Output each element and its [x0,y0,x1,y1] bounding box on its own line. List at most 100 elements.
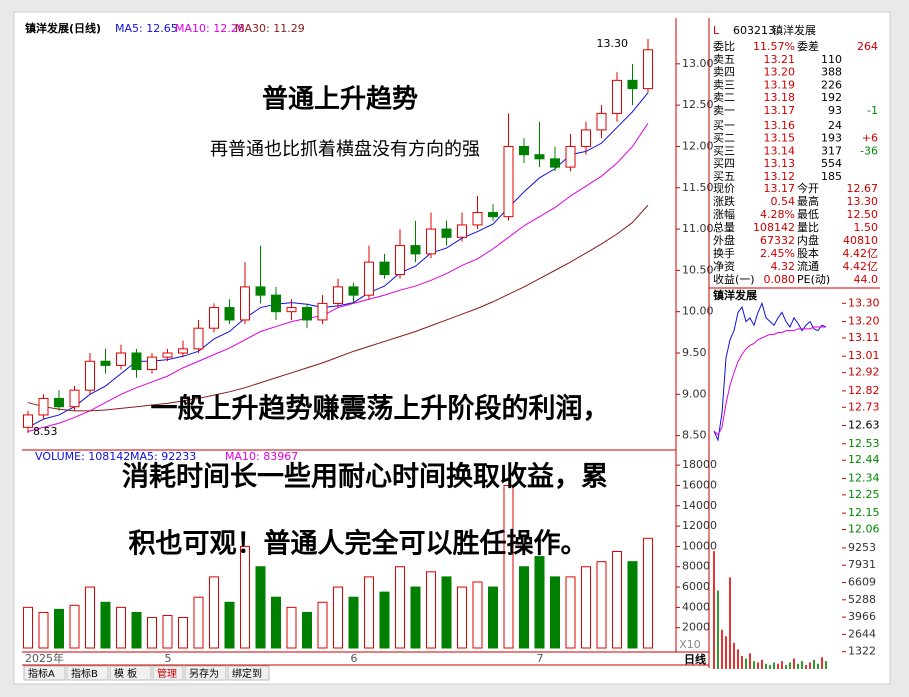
volume-bar [457,586,467,649]
overlay-caption: 一般上升趋势赚震荡上升阶段的利润， [151,393,610,425]
quote-value: 1.50 [854,221,879,234]
book-label: 买五 [713,170,735,183]
quote-value: 4.32 [771,260,796,273]
candle-body [550,158,560,168]
volume-bar [333,586,343,649]
candle-body [534,154,545,160]
zoom-label[interactable]: X10 [679,638,701,651]
intraday-volume-bar [785,665,787,669]
intraday-volume-bar [729,577,731,669]
book-volume: 554 [821,157,842,170]
y-tick-label: 12000 [682,519,717,532]
candle-body [503,145,514,218]
candle-body [317,302,328,321]
candle-body [581,129,591,147]
y-tick-label: 4000 [682,600,710,613]
volume-bar [240,545,250,649]
tab[interactable] [152,665,184,681]
tab[interactable] [184,665,227,681]
candle-body [333,286,343,304]
y-tick-label: 5288 [848,593,876,606]
overlay-subtitle: 再普通也比抓着横盘没有方向的强 [210,139,480,160]
y-tick-label: 9253 [848,541,876,554]
tab-label[interactable]: 模 板 [114,667,137,680]
volume-bar [100,601,111,649]
book-volume: 192 [821,91,842,104]
tab-label[interactable]: 绑定到 [232,667,262,680]
x-tick-label: 2025年 [25,651,64,665]
candle-body [240,286,250,321]
volume-bar [472,581,483,649]
candle-body [193,327,204,350]
y-tick-label: 12.25 [848,488,880,501]
volume-bar [147,617,157,649]
overlay-title: 普通上升趋势 [262,84,418,115]
book-volume: 185 [821,170,842,183]
volume-bar [441,576,452,649]
tab-label[interactable]: 指标A [28,667,55,680]
quote-label: 最低 [797,208,819,221]
candle-body [147,356,157,371]
quote-value: 4.28% [760,208,795,221]
tab[interactable] [23,665,66,681]
candle-body [596,112,607,131]
tab[interactable] [66,665,109,681]
quote-label: 今开 [797,181,819,195]
intraday-volume-bar [757,662,759,669]
volume-bar [224,601,235,649]
book-price: 13.13 [764,157,796,170]
y-tick-label: 11.00 [682,222,714,235]
tab-label[interactable]: 另存为 [189,667,219,680]
volume-bar [488,586,498,649]
quote-name: 镇洋发展 [772,23,816,37]
book-price: 13.17 [764,104,796,117]
y-tick-label: 13.00 [682,57,714,70]
volume-bar [178,617,188,649]
volume-bar [302,611,312,649]
book-change: +6 [862,132,878,145]
book-value: 11.57% [753,40,795,53]
y-tick-label: 12.92 [848,366,880,379]
book-volume: 388 [821,66,842,79]
legend-entry: VOLUME: 108142 [35,450,130,463]
period-label[interactable]: 日线 [684,652,706,666]
y-tick-label: 12.50 [682,98,714,111]
y-tick-label: 8.50 [682,429,707,442]
y-tick-label: 14000 [682,499,717,512]
quote-label: 收益(一) [713,272,755,286]
intraday-volume-bar [737,649,739,669]
candle-body [395,245,405,276]
y-tick-label: 16000 [682,478,717,491]
volume-bar [69,604,80,649]
tab-label[interactable]: 管理 [157,667,177,680]
book-price: 13.12 [764,170,796,183]
candle-body [488,212,498,218]
intraday-volume-bar [717,590,719,669]
intraday-volume-bar [713,551,715,669]
y-tick-label: 12.82 [848,384,880,397]
volume-bar [581,566,591,649]
tab[interactable] [227,665,270,681]
quote-value: 40810 [843,234,878,247]
intraday-volume-bar [749,653,751,669]
volume-bar [131,611,142,649]
candle-body [162,352,173,358]
intraday-volume-bar [793,658,795,669]
legend-entry: MA5: 12.65 [115,22,178,35]
quote-flag: L [713,24,720,37]
book-volume: 24 [828,119,842,132]
candle-body [441,228,452,238]
y-tick-label: 12.53 [848,437,880,450]
intraday-volume-bar [821,657,823,669]
legend-entry: MA10: 12.28 [175,22,245,35]
tab[interactable] [109,665,152,681]
book-price: 13.16 [764,119,796,132]
book-volume: 226 [821,78,842,91]
tab-label[interactable]: 指标B [71,667,98,680]
book-label: 卖一 [713,104,735,117]
volume-bar [255,566,266,649]
volume-bar [643,537,653,649]
y-tick-label: 10.50 [682,263,714,276]
